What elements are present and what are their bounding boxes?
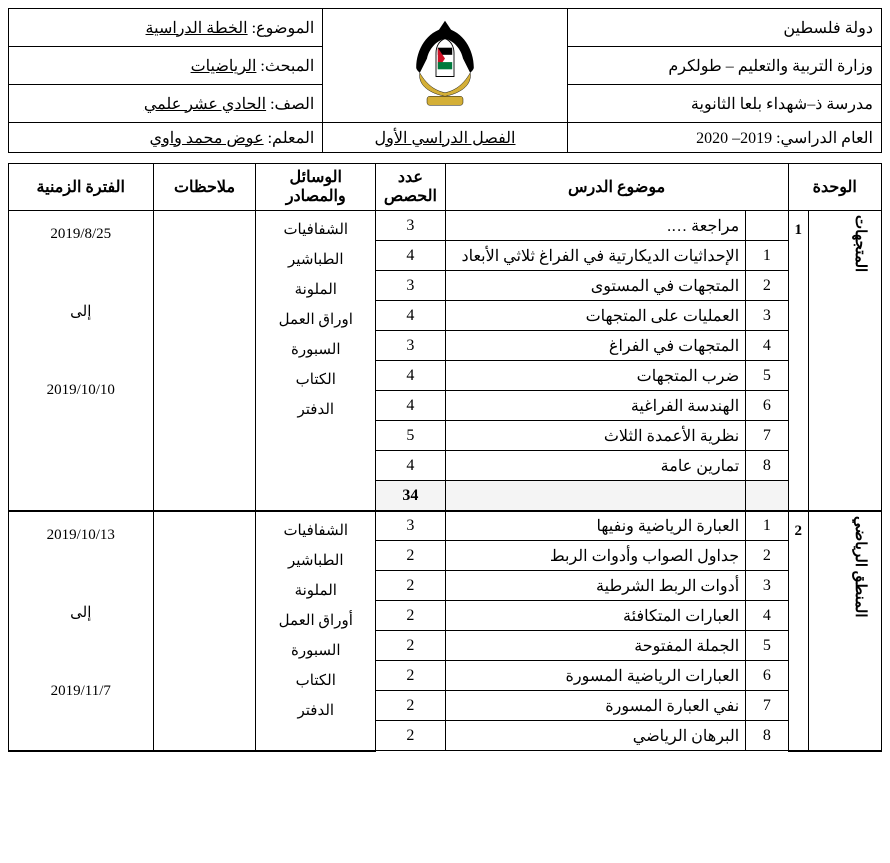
study-plan-table: الوحدة موضوع الدرس عدد الحصص الوسائل وال… [8,163,882,752]
lesson-number: 4 [746,331,788,361]
subject-cell: الموضوع: الخطة الدراسية [9,9,323,47]
lesson-count: 3 [376,211,446,241]
lesson-topic: مراجعة …. [445,211,746,241]
col-unit-header: الوحدة [788,164,882,211]
lesson-topic: المتجهات في الفراغ [445,331,746,361]
resources-cell: الشفافياتالطباشيرالملونةاوراق العملالسبو… [256,211,376,511]
unit-number-cell: 2 [788,511,809,751]
lesson-topic: العبارات المتكافئة [445,601,746,631]
lesson-topic: العمليات على المتجهات [445,301,746,331]
lesson-number: 2 [746,541,788,571]
lesson-number: 3 [746,301,788,331]
lesson-number: 5 [746,361,788,391]
lesson-count: 3 [376,271,446,301]
lesson-topic: الهندسة الفراغية [445,391,746,421]
lesson-count: 4 [376,451,446,481]
lesson-topic: العبارات الرياضية المسورة [445,661,746,691]
col-notes-header: ملاحظات [153,164,256,211]
lesson-number: 1 [746,241,788,271]
lesson-count: 4 [376,391,446,421]
unit-title: المنطق الرياضي [845,516,875,618]
lesson-count: 4 [376,241,446,271]
time-period-cell: 2019/10/13إلى2019/11/7 [9,511,154,751]
col-count-header: عدد الحصص [376,164,446,211]
lesson-number: 4 [746,601,788,631]
lesson-topic: ضرب المتجهات [445,361,746,391]
school-cell: مدرسة ذ–شهداء بلعا الثانوية [567,85,881,123]
lesson-count: 2 [376,571,446,601]
lesson-count: 5 [376,421,446,451]
country-cell: دولة فلسطين [567,9,881,47]
lesson-topic: جداول الصواب وأدوات الربط [445,541,746,571]
lesson-count: 4 [376,301,446,331]
unit-title: المتجهات [845,215,875,272]
unit-title-cell: المتجهات [809,211,882,511]
lesson-topic: نفي العبارة المسورة [445,691,746,721]
unit-total-count: 34 [376,481,446,511]
lesson-topic: الإحداثيات الديكارتية في الفراغ ثلاثي ال… [445,241,746,271]
lesson-number [746,211,788,241]
lesson-number: 7 [746,691,788,721]
col-time-header: الفترة الزمنية [9,164,154,211]
unit-title-cell: المنطق الرياضي [809,511,882,751]
lesson-count: 2 [376,691,446,721]
lesson-topic: الجملة المفتوحة [445,631,746,661]
unit-number-cell: 1 [788,211,809,511]
ministry-cell: وزارة التربية والتعليم – طولكرم [567,47,881,85]
course-cell: المبحث: الرياضيات [9,47,323,85]
lesson-number: 6 [746,391,788,421]
semester-cell: الفصل الدراسي الأول [323,123,567,153]
lesson-row: المنطق الرياضي21العبارة الرياضية ونفيها3… [9,511,882,541]
lesson-row: المتجهات1مراجعة ….3الشفافياتالطباشيرالمل… [9,211,882,241]
lesson-number: 8 [746,721,788,751]
col-topic-header: موضوع الدرس [445,164,788,211]
resources-cell: الشفافياتالطباشيرالملونةأوراق العملالسبو… [256,511,376,751]
notes-cell [153,211,256,511]
lesson-number [746,481,788,511]
lesson-number: 6 [746,661,788,691]
lesson-count: 2 [376,661,446,691]
lesson-count: 2 [376,721,446,751]
lesson-count: 2 [376,631,446,661]
lesson-count: 3 [376,511,446,541]
lesson-number: 1 [746,511,788,541]
lesson-number: 7 [746,421,788,451]
table-header-row: الوحدة موضوع الدرس عدد الحصص الوسائل وال… [9,164,882,211]
lesson-count: 2 [376,601,446,631]
lesson-number: 2 [746,271,788,301]
lesson-topic [445,481,746,511]
lesson-number: 8 [746,451,788,481]
notes-cell [153,511,256,751]
grade-cell: الصف: الحادي عشر علمي [9,85,323,123]
lesson-topic: المتجهات في المستوى [445,271,746,301]
lesson-number: 3 [746,571,788,601]
lesson-count: 2 [376,541,446,571]
col-res-header: الوسائل والمصادر [256,164,376,211]
lesson-topic: أدوات الربط الشرطية [445,571,746,601]
year-cell: العام الدراسي: 2019– 2020 [567,123,881,153]
time-period-cell: 2019/8/25إلى2019/10/10 [9,211,154,511]
lesson-number: 5 [746,631,788,661]
lesson-topic: العبارة الرياضية ونفيها [445,511,746,541]
lesson-topic: البرهان الرياضي [445,721,746,751]
lesson-count: 3 [376,331,446,361]
emblem-cell [323,9,567,123]
lesson-topic: نظرية الأعمدة الثلاث [445,421,746,451]
document-header-table: دولة فلسطين الموضوع: الخطة الدراسية [8,8,882,153]
lesson-topic: تمارين عامة [445,451,746,481]
lesson-count: 4 [376,361,446,391]
state-emblem-icon [400,13,490,113]
teacher-cell: المعلم: عوض محمد واوي [9,123,323,153]
